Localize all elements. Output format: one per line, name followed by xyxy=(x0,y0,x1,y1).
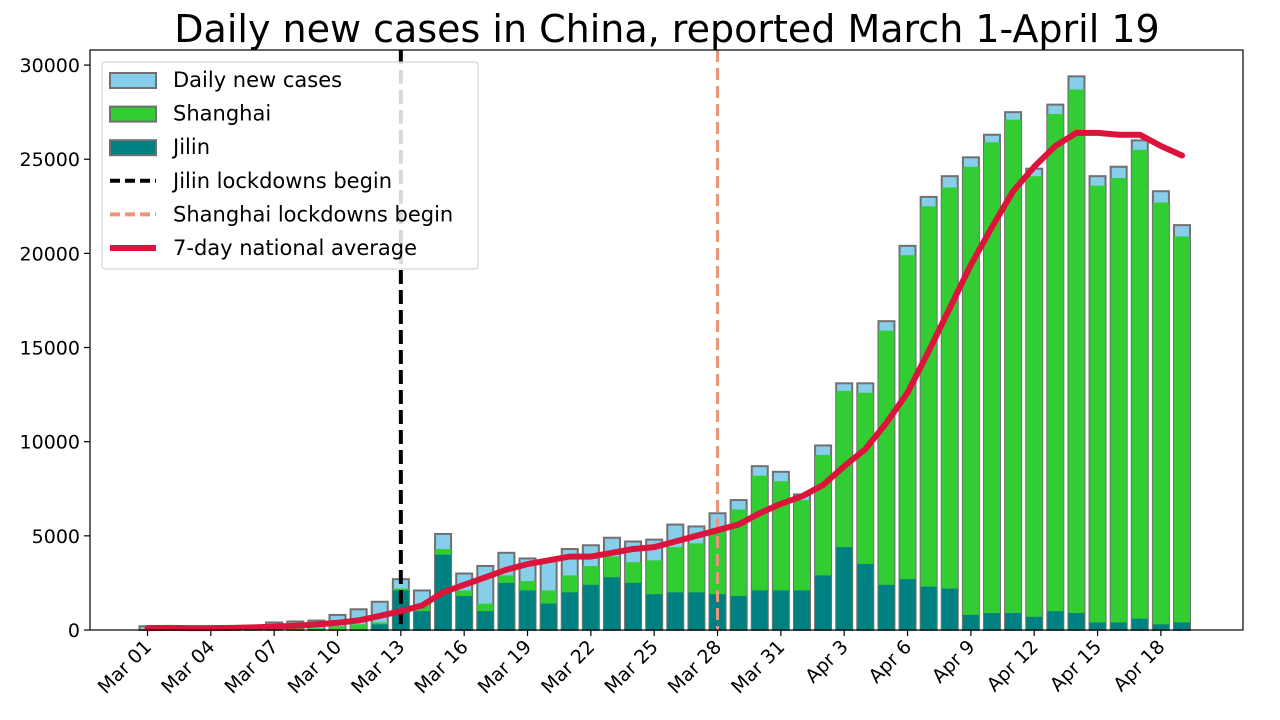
bar-jilin xyxy=(1110,622,1127,630)
bar-shanghai xyxy=(1131,149,1148,631)
x-tick-label: Mar 22 xyxy=(537,636,599,698)
legend-shanghai-lockdown-label: Shanghai lockdowns begin xyxy=(173,202,453,226)
bar-jilin xyxy=(1047,611,1064,630)
bar-shanghai xyxy=(1005,119,1022,630)
legend-shanghai-label: Shanghai xyxy=(173,102,271,126)
x-tick-label: Apr 3 xyxy=(801,636,853,688)
bar-jilin xyxy=(1068,613,1085,630)
bar-jilin xyxy=(540,603,557,630)
bar-jilin xyxy=(857,564,874,630)
bar-jilin xyxy=(498,582,515,630)
bar-jilin xyxy=(519,590,536,630)
x-tick-label: Apr 18 xyxy=(1109,636,1169,696)
bar-jilin xyxy=(477,611,494,630)
x-tick-label: Mar 31 xyxy=(727,636,789,698)
bar-jilin xyxy=(751,590,768,630)
legend: Daily new cases Shanghai Jilin Jilin lockdo… xyxy=(101,61,479,270)
seven-day-average-line xyxy=(144,129,1185,632)
bar-shanghai xyxy=(308,628,325,630)
y-tick-label: 15000 xyxy=(20,338,80,360)
bar-jilin xyxy=(371,624,388,630)
legend-jilin-swatch xyxy=(109,139,157,157)
legend-shanghai-swatch xyxy=(109,105,157,123)
bar-jilin xyxy=(1026,616,1043,630)
bar-jilin xyxy=(667,592,684,630)
y-tick-label: 0 xyxy=(68,620,80,642)
x-tick-label: Mar 28 xyxy=(664,636,726,698)
bar-shanghai xyxy=(1152,202,1169,630)
bar-jilin xyxy=(899,579,916,630)
x-tick-label: Apr 12 xyxy=(983,636,1043,696)
bar-shanghai xyxy=(899,255,916,630)
bar-jilin xyxy=(456,596,473,630)
bar-jilin xyxy=(561,592,578,630)
x-tick-label: Apr 9 xyxy=(928,636,980,688)
bar-jilin xyxy=(688,592,705,630)
bar-jilin xyxy=(1089,622,1106,630)
bar-shanghai xyxy=(329,626,346,630)
bar-jilin xyxy=(1131,618,1148,630)
bar-shanghai xyxy=(1089,185,1106,630)
bar-shanghai xyxy=(1047,114,1064,630)
y-tick-label: 5000 xyxy=(32,526,80,548)
bar-shanghai xyxy=(878,330,895,630)
bar-jilin xyxy=(772,590,789,630)
bar-jilin xyxy=(920,586,937,630)
bar-jilin xyxy=(1152,624,1169,630)
x-tick-label: Mar 10 xyxy=(284,636,346,698)
bar-jilin xyxy=(730,596,747,630)
legend-jilin-lockdown-label: Jilin lockdowns begin xyxy=(171,169,392,193)
bar-shanghai xyxy=(287,628,304,630)
bar-shanghai xyxy=(1110,178,1127,630)
y-tick-label: 25000 xyxy=(20,149,80,171)
plot-frame xyxy=(89,49,1244,631)
bar-jilin xyxy=(646,594,663,630)
x-tick-label: Apr 15 xyxy=(1046,636,1106,696)
x-tick-label: Mar 25 xyxy=(600,636,662,698)
legend-jilin-label: Jilin xyxy=(171,135,210,159)
bar-jilin xyxy=(1174,622,1190,630)
bar-jilin xyxy=(625,582,642,630)
bar-jilin xyxy=(836,547,853,630)
x-tick-label: Mar 07 xyxy=(220,636,282,698)
y-tick-label: 10000 xyxy=(20,432,80,454)
bar-jilin xyxy=(413,611,430,630)
x-tick-label: Mar 16 xyxy=(410,636,472,698)
bar-shanghai xyxy=(1068,89,1085,630)
x-tick-label: Mar 01 xyxy=(94,636,156,698)
bar-jilin xyxy=(983,613,1000,630)
bar-shanghai xyxy=(350,624,367,630)
x-tick-label: Mar 04 xyxy=(157,636,219,698)
legend-box xyxy=(101,61,479,270)
x-tick-label: Mar 19 xyxy=(474,636,536,698)
bar-shanghai xyxy=(962,166,979,631)
bar-shanghai xyxy=(920,206,937,630)
bar-shanghai xyxy=(1026,176,1043,631)
bar-jilin xyxy=(878,584,895,630)
y-tick-label: 30000 xyxy=(20,55,80,77)
y-tick-label: 20000 xyxy=(20,243,80,265)
bar-jilin xyxy=(941,588,958,630)
bar-shanghai xyxy=(1174,236,1190,630)
bar-jilin xyxy=(962,614,979,630)
bar-jilin xyxy=(582,584,599,630)
legend-daily-new-cases-swatch xyxy=(109,72,157,89)
bar-shanghai xyxy=(983,142,1000,631)
x-tick-label: Apr 6 xyxy=(864,636,916,688)
bar-jilin xyxy=(793,590,810,630)
x-tick-label: Mar 13 xyxy=(347,636,409,698)
legend-daily-new-cases-label: Daily new cases xyxy=(173,68,342,92)
bar-jilin xyxy=(1005,613,1022,630)
legend-seven-day-average-label: 7-day national average xyxy=(173,236,417,260)
chart-title: Daily new cases in China, reported March… xyxy=(174,7,1159,51)
bar-jilin xyxy=(815,575,832,630)
bar-jilin xyxy=(603,577,620,630)
bar-shanghai xyxy=(941,187,958,630)
